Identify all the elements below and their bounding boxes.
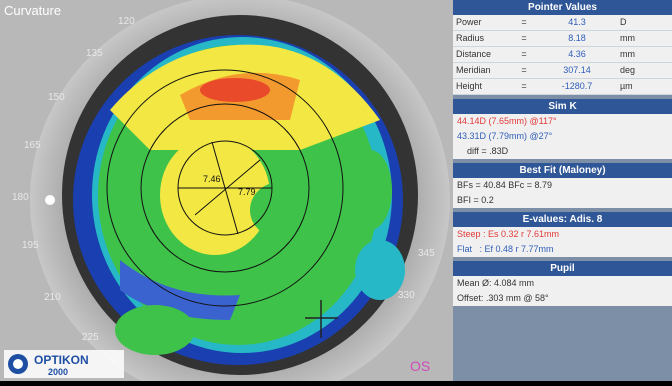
pv-label: Distance (456, 49, 492, 59)
section-gap (453, 257, 672, 261)
pointer-values-section: Pointer Values Power = 41.3 D Radius = 8… (453, 0, 672, 95)
pv-unit: D (620, 17, 627, 27)
pointer-values-title: Pointer Values (453, 0, 672, 15)
pointer-crosshair[interactable] (305, 300, 338, 338)
curvature-map[interactable]: 7.46 7.79 Curvature 120 135 150 165 180 … (0, 0, 453, 386)
pv-value: 4.36 (568, 49, 586, 59)
axis-label-210: 210 (44, 292, 61, 303)
axis-label-225: 225 (82, 332, 99, 343)
pv-value: 41.3 (568, 17, 586, 27)
sim-k-body: 44.14D (7.65mm) @117° 43.31D (7.79mm) @2… (453, 114, 672, 159)
ring-label-inner-left: 7.46 (203, 174, 221, 184)
section-gap (453, 208, 672, 212)
e-values-flat: Flat : Ef 0.48 r 7.77mm (457, 244, 554, 254)
pv-unit: mm (620, 49, 635, 59)
pv-eq: = (521, 65, 527, 75)
ring-label-inner-right: 7.79 (238, 187, 256, 197)
pv-row-radius: Radius = 8.18 mm (453, 31, 672, 47)
pv-unit: µm (620, 81, 633, 91)
sim-k-title: Sim K (453, 99, 672, 114)
best-fit-line2: BFI = 0.2 (457, 195, 494, 205)
pv-row-power: Power = 41.3 D (453, 15, 672, 31)
axis-label-330: 330 (398, 290, 415, 301)
e-values-steep: Steep : Es 0.32 r 7.61mm (457, 229, 560, 239)
pupil-mean: Mean Ø: 4.084 mm (457, 278, 535, 288)
pv-label: Radius (456, 33, 485, 43)
pv-row-meridian: Meridian = 307.14 deg (453, 63, 672, 79)
logo-top-text: OPTIKON (34, 353, 89, 367)
pv-label: Meridian (456, 65, 491, 75)
pv-eq: = (521, 17, 527, 27)
section-gap (453, 159, 672, 163)
pv-eq: = (521, 81, 527, 91)
pupil-title: Pupil (453, 261, 672, 276)
pv-row-height: Height = -1280.7 µm (453, 79, 672, 95)
axis-label-165: 165 (24, 140, 41, 151)
pupil-body: Mean Ø: 4.084 mm Offset: .303 mm @ 58° (453, 276, 672, 306)
optikon-logo: OPTIKON 2000 (4, 350, 124, 378)
pv-eq: = (521, 49, 527, 59)
e-values-section: E-values: Adis. 8 Steep : Es 0.32 r 7.61… (453, 212, 672, 257)
sim-k-steep: 44.14D (7.65mm) @117° (457, 116, 557, 126)
best-fit-title: Best Fit (Maloney) (453, 163, 672, 178)
best-fit-body: BFs = 40.84 BFc = 8.79 BFI = 0.2 (453, 178, 672, 208)
pv-eq: = (521, 33, 527, 43)
map-title: Curvature (4, 3, 62, 18)
pv-value: -1280.7 (561, 81, 593, 91)
axis-label-120: 120 (118, 16, 135, 27)
axis-label-180: 180 (12, 192, 29, 203)
best-fit-line1: BFs = 40.84 BFc = 8.79 (457, 180, 553, 190)
section-gap (453, 95, 672, 99)
axis-label-195: 195 (22, 240, 39, 251)
pv-value: 8.18 (568, 33, 586, 43)
pupil-section: Pupil Mean Ø: 4.084 mm Offset: .303 mm @… (453, 261, 672, 306)
axis-label-345: 345 (418, 248, 435, 259)
pv-unit: mm (620, 33, 635, 43)
pv-label: Power (456, 17, 482, 27)
pv-value: 307.14 (563, 65, 591, 75)
axis-label-135: 135 (86, 48, 103, 59)
e-values-body: Steep : Es 0.32 r 7.61mm Flat : Ef 0.48 … (453, 227, 672, 257)
pupil-offset: Offset: .303 mm @ 58° (457, 293, 549, 303)
pv-unit: deg (620, 65, 636, 75)
pv-row-distance: Distance = 4.36 mm (453, 47, 672, 63)
pv-label: Height (456, 81, 483, 91)
curvature-map-graphic[interactable]: 7.46 7.79 (0, 0, 453, 386)
logo-bottom-text: 2000 (48, 367, 68, 377)
sim-k-diff: diff = .83D (467, 146, 509, 156)
best-fit-section: Best Fit (Maloney) BFs = 40.84 BFc = 8.7… (453, 163, 672, 208)
sim-k-section: Sim K 44.14D (7.65mm) @117° 43.31D (7.79… (453, 99, 672, 159)
data-panel: Pointer Values Power = 41.3 D Radius = 8… (453, 0, 672, 381)
e-values-title: E-values: Adis. 8 (453, 212, 672, 227)
pointer-values-body: Power = 41.3 D Radius = 8.18 mm Distance… (453, 15, 672, 95)
eye-indicator: OS (410, 358, 431, 374)
axis-label-150: 150 (48, 92, 65, 103)
sim-k-flat: 43.31D (7.79mm) @27° (457, 131, 553, 141)
